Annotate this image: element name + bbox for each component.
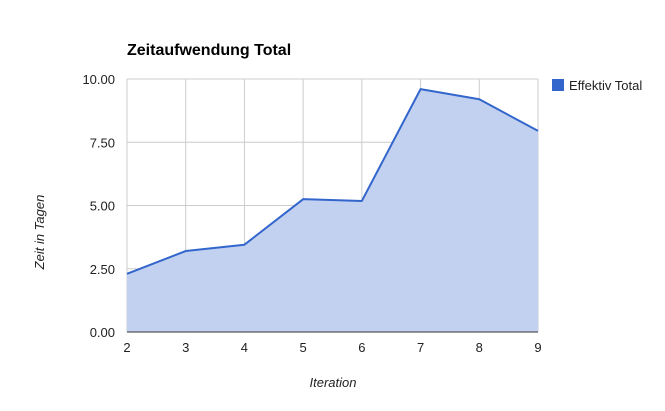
legend-label: Effektiv Total [569, 78, 642, 93]
x-axis-title: Iteration [310, 375, 357, 390]
y-axis-title: Zeit in Tagen [32, 195, 47, 271]
x-tick-label: 9 [534, 340, 541, 355]
y-tick-label: 2.50 [90, 262, 115, 277]
x-tick-label: 5 [300, 340, 307, 355]
x-tick-label: 2 [123, 340, 130, 355]
x-tick-label: 8 [476, 340, 483, 355]
legend-swatch [552, 79, 564, 91]
x-axis-ticks: 2 3 4 5 6 7 8 9 [123, 340, 541, 355]
y-tick-label: 10.00 [82, 72, 115, 87]
chart-title: Zeitaufwendung Total [127, 42, 291, 59]
legend: Effektiv Total [552, 78, 642, 93]
series-line [126, 88, 539, 275]
y-tick-label: 7.50 [90, 135, 115, 150]
series-area [127, 89, 538, 333]
y-axis-ticks: 0.00 2.50 5.00 7.50 10.00 [82, 72, 115, 340]
area-layer [126, 88, 539, 333]
x-tick-label: 3 [182, 340, 189, 355]
x-tick-label: 4 [241, 340, 248, 355]
y-tick-label: 0.00 [90, 325, 115, 340]
y-tick-label: 5.00 [90, 199, 115, 214]
x-tick-label: 7 [417, 340, 424, 355]
x-tick-label: 6 [358, 340, 365, 355]
